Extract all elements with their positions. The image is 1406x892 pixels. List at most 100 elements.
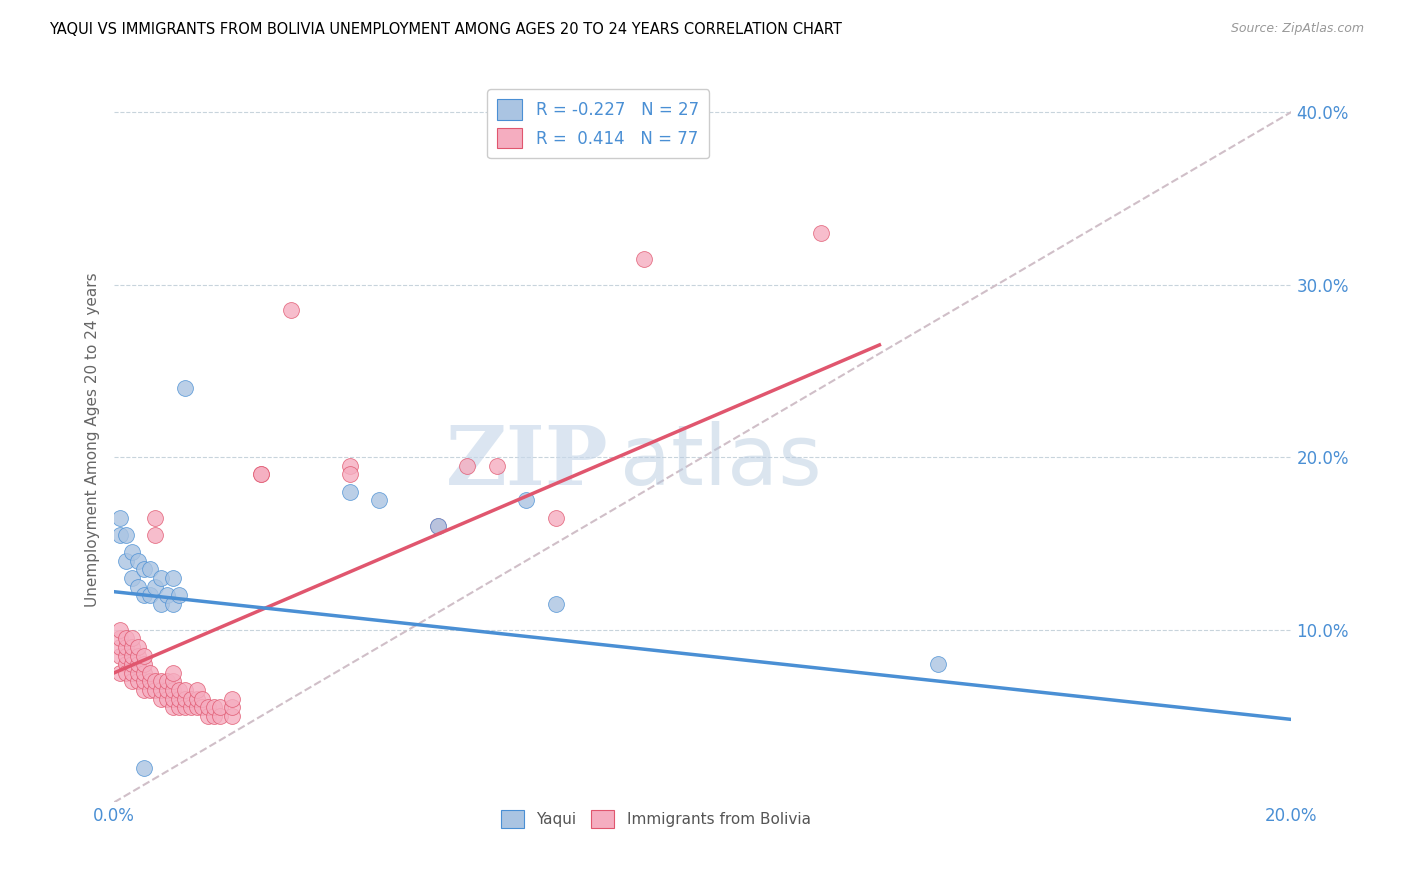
Point	[280, 303, 302, 318]
Point	[121, 648, 143, 663]
Point	[150, 691, 173, 706]
Point	[515, 493, 537, 508]
Point	[197, 700, 219, 714]
Point	[426, 519, 449, 533]
Point	[162, 571, 184, 585]
Point	[121, 632, 143, 646]
Point	[485, 458, 508, 473]
Point	[339, 458, 361, 473]
Point	[132, 674, 155, 689]
Point	[167, 691, 190, 706]
Text: atlas: atlas	[620, 421, 823, 502]
Point	[173, 691, 195, 706]
Point	[197, 709, 219, 723]
Point	[156, 683, 179, 698]
Point	[145, 580, 167, 594]
Point	[339, 484, 361, 499]
Y-axis label: Unemployment Among Ages 20 to 24 years: Unemployment Among Ages 20 to 24 years	[86, 273, 100, 607]
Point	[127, 648, 149, 663]
Point	[162, 691, 184, 706]
Point	[167, 683, 190, 698]
Point	[115, 528, 138, 542]
Point	[368, 493, 391, 508]
Point	[108, 528, 131, 542]
Point	[145, 510, 167, 524]
Point	[927, 657, 949, 672]
Point	[202, 709, 225, 723]
Point	[108, 632, 131, 646]
Point	[127, 554, 149, 568]
Point	[132, 657, 155, 672]
Text: YAQUI VS IMMIGRANTS FROM BOLIVIA UNEMPLOYMENT AMONG AGES 20 TO 24 YEARS CORRELAT: YAQUI VS IMMIGRANTS FROM BOLIVIA UNEMPLO…	[49, 22, 842, 37]
Point	[221, 691, 243, 706]
Point	[127, 665, 149, 680]
Point	[145, 683, 167, 698]
Point	[127, 657, 149, 672]
Point	[121, 665, 143, 680]
Point	[138, 674, 160, 689]
Point	[138, 683, 160, 698]
Point	[115, 665, 138, 680]
Point	[162, 683, 184, 698]
Point	[156, 691, 179, 706]
Point	[145, 674, 167, 689]
Point	[173, 700, 195, 714]
Point	[127, 580, 149, 594]
Point	[132, 665, 155, 680]
Point	[426, 519, 449, 533]
Point	[339, 467, 361, 482]
Point	[221, 709, 243, 723]
Point	[150, 683, 173, 698]
Point	[115, 648, 138, 663]
Text: ZIP: ZIP	[446, 422, 609, 501]
Point	[250, 467, 273, 482]
Point	[132, 588, 155, 602]
Point	[132, 562, 155, 576]
Point	[108, 648, 131, 663]
Point	[145, 528, 167, 542]
Point	[121, 640, 143, 654]
Point	[138, 588, 160, 602]
Point	[150, 571, 173, 585]
Point	[186, 691, 208, 706]
Point	[173, 683, 195, 698]
Point	[115, 640, 138, 654]
Point	[180, 691, 202, 706]
Point	[132, 648, 155, 663]
Point	[633, 252, 655, 266]
Point	[108, 510, 131, 524]
Point	[162, 674, 184, 689]
Point	[115, 554, 138, 568]
Point	[108, 623, 131, 637]
Point	[209, 709, 232, 723]
Point	[156, 674, 179, 689]
Point	[138, 665, 160, 680]
Point	[150, 597, 173, 611]
Point	[456, 458, 478, 473]
Point	[167, 588, 190, 602]
Point	[108, 640, 131, 654]
Point	[544, 597, 567, 611]
Point	[209, 700, 232, 714]
Point	[121, 571, 143, 585]
Point	[191, 691, 214, 706]
Point	[250, 467, 273, 482]
Point	[127, 674, 149, 689]
Point	[162, 700, 184, 714]
Point	[544, 510, 567, 524]
Point	[162, 665, 184, 680]
Point	[115, 632, 138, 646]
Point	[186, 700, 208, 714]
Point	[115, 657, 138, 672]
Point	[156, 588, 179, 602]
Point	[180, 700, 202, 714]
Point	[138, 562, 160, 576]
Point	[202, 700, 225, 714]
Point	[173, 381, 195, 395]
Point	[121, 657, 143, 672]
Point	[121, 545, 143, 559]
Point	[108, 665, 131, 680]
Point	[121, 674, 143, 689]
Point	[150, 674, 173, 689]
Text: Source: ZipAtlas.com: Source: ZipAtlas.com	[1230, 22, 1364, 36]
